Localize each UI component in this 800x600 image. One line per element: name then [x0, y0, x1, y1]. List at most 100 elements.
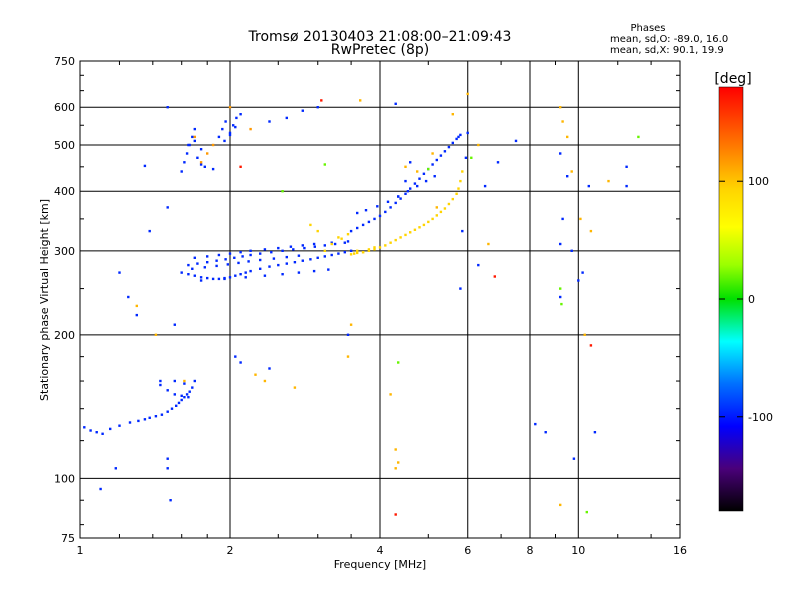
data-point — [323, 255, 326, 258]
data-point — [173, 323, 176, 326]
data-point — [330, 242, 333, 246]
data-point — [431, 152, 434, 155]
data-point — [455, 137, 458, 141]
data-point — [203, 165, 206, 168]
data-point — [330, 241, 333, 244]
data-point — [404, 233, 407, 237]
data-point — [281, 190, 284, 193]
data-point — [409, 187, 412, 190]
x-tick-label: 8 — [527, 544, 534, 557]
data-point — [312, 242, 316, 246]
data-point — [166, 389, 169, 392]
data-point — [180, 271, 183, 274]
stats-line-x: mean, sd,X: 90.1, 19.9 — [610, 45, 724, 56]
data-point — [337, 236, 340, 239]
data-point — [439, 210, 443, 214]
data-point — [303, 246, 306, 250]
data-point — [397, 195, 400, 198]
x-tick-label: 1 — [77, 544, 84, 557]
data-point — [561, 120, 564, 123]
data-point — [534, 422, 537, 426]
data-point — [349, 229, 353, 233]
data-point — [259, 252, 262, 255]
data-point — [233, 256, 236, 259]
data-point — [188, 390, 191, 393]
gridlines — [80, 61, 680, 538]
data-point — [293, 261, 297, 264]
data-point — [435, 206, 438, 209]
data-point — [427, 167, 430, 171]
data-point — [466, 131, 469, 135]
data-point — [292, 248, 295, 251]
colorbar-label: [deg] — [714, 71, 751, 87]
data-point — [389, 393, 392, 396]
data-point — [193, 274, 196, 277]
data-point — [234, 274, 237, 277]
data-point — [451, 141, 454, 145]
plot-frame — [79, 60, 681, 539]
data-point — [170, 407, 174, 410]
data-point — [561, 217, 564, 221]
data-point — [413, 182, 417, 185]
data-point — [457, 187, 460, 190]
data-point — [215, 264, 218, 268]
data-point — [559, 287, 562, 290]
data-point — [224, 120, 227, 123]
data-point — [109, 427, 112, 431]
data-point — [346, 233, 350, 236]
data-point — [559, 152, 562, 155]
data-point — [211, 277, 215, 281]
data-point — [378, 246, 382, 249]
data-point — [514, 139, 518, 143]
data-point — [353, 252, 356, 255]
data-point — [199, 161, 203, 164]
data-point — [263, 379, 267, 383]
data-point — [309, 258, 312, 261]
data-point — [166, 467, 169, 470]
data-point — [559, 242, 562, 246]
data-point — [323, 163, 326, 166]
data-point — [356, 251, 359, 255]
data-point — [459, 287, 462, 290]
data-point — [127, 295, 130, 299]
y-tick-label: 600 — [54, 101, 75, 114]
data-point — [159, 383, 162, 387]
y-axis-label: Stationary phase Virtual Height [km] — [38, 199, 51, 401]
data-point — [413, 228, 417, 231]
data-point — [228, 276, 232, 279]
data-point — [435, 158, 438, 162]
data-point — [477, 263, 480, 267]
data-point — [234, 355, 237, 358]
data-point — [196, 262, 199, 265]
data-point — [418, 177, 421, 180]
data-point — [259, 258, 262, 262]
stats-heading: Phases — [630, 23, 665, 34]
data-point — [461, 229, 464, 233]
data-point — [270, 251, 273, 254]
data-point — [263, 274, 267, 277]
data-point — [349, 249, 353, 252]
data-point — [223, 139, 226, 143]
data-point — [389, 241, 392, 244]
data-point — [312, 269, 316, 273]
data-point — [404, 179, 407, 183]
data-point — [191, 267, 194, 270]
data-point — [173, 393, 176, 396]
data-point — [593, 431, 597, 434]
data-point — [221, 127, 224, 131]
data-point — [268, 120, 271, 123]
data-point — [297, 271, 301, 274]
data-point — [424, 179, 428, 183]
data-point — [206, 152, 209, 155]
data-point — [373, 248, 376, 251]
data-point — [148, 229, 151, 233]
data-point — [367, 249, 371, 252]
data-point — [228, 252, 232, 255]
data-point — [244, 276, 247, 279]
data-point — [203, 266, 206, 269]
stats-line-o: mean, sd,O: -89.0, 16.0 — [610, 34, 728, 45]
data-point — [316, 106, 319, 109]
data-point — [180, 398, 183, 402]
data-point — [313, 245, 316, 248]
